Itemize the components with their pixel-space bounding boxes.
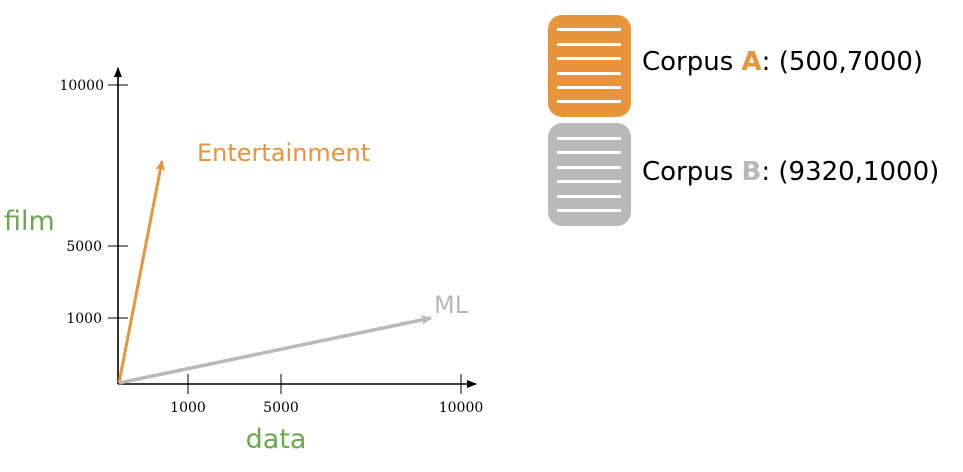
legend-corpus-b-letter: B xyxy=(742,157,762,187)
y-tick-label-5000: 5000 xyxy=(66,239,102,255)
ml-vector xyxy=(118,315,432,385)
legend-corpus-b-prefix: Corpus xyxy=(642,157,742,187)
legend-corpus-b: Corpus B: (9320,1000) xyxy=(642,157,939,187)
database-icon xyxy=(548,123,631,226)
y-tick-label-1000: 1000 xyxy=(66,311,102,327)
y-axis-title: film xyxy=(4,206,55,237)
legend-corpus-b-suffix: : (9320,1000) xyxy=(761,157,939,187)
database-icon xyxy=(548,15,631,117)
ml-label: ML xyxy=(434,291,469,319)
x-tick-label-10000: 10000 xyxy=(439,400,484,416)
legend-corpus-a-suffix: : (500,7000) xyxy=(762,47,923,77)
legend-corpus-a: Corpus A: (500,7000) xyxy=(642,47,923,77)
y-tick-label-10000: 10000 xyxy=(59,78,104,94)
x-tick-label-1000: 1000 xyxy=(170,400,206,416)
entertainment-vector xyxy=(117,160,166,384)
entertainment-label: Entertainment xyxy=(197,139,370,167)
x-axis-title: data xyxy=(246,424,307,455)
legend-corpus-a-prefix: Corpus xyxy=(642,47,742,77)
legend-corpus-a-letter: A xyxy=(742,47,762,77)
x-tick-label-5000: 5000 xyxy=(263,400,299,416)
